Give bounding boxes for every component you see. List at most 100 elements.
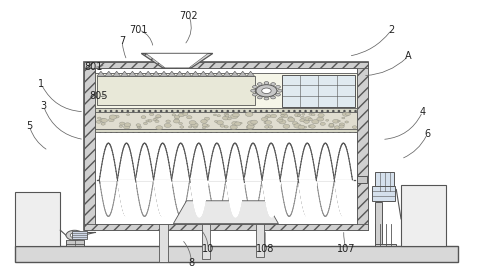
Circle shape [282,114,288,118]
Text: 3: 3 [41,101,47,111]
Circle shape [227,117,231,120]
Circle shape [213,114,217,116]
Circle shape [187,116,192,119]
Polygon shape [97,71,105,76]
Bar [84,62,368,230]
Circle shape [250,122,256,126]
Circle shape [294,124,301,128]
Circle shape [308,118,313,121]
Circle shape [239,122,242,124]
Circle shape [119,125,123,127]
Bar [375,202,382,246]
Circle shape [304,126,307,128]
Circle shape [271,83,275,85]
Circle shape [188,126,192,128]
Circle shape [302,113,305,115]
Circle shape [317,117,324,121]
Circle shape [174,119,180,123]
Bar [401,185,446,246]
Circle shape [180,126,184,128]
Polygon shape [215,71,223,76]
Circle shape [156,126,163,130]
Polygon shape [199,71,207,76]
Text: 1: 1 [38,79,44,89]
Bar [95,68,357,223]
Circle shape [66,230,83,240]
Circle shape [262,88,271,93]
Circle shape [339,125,344,128]
Circle shape [251,89,255,92]
Text: 107: 107 [337,244,356,254]
Circle shape [257,83,262,85]
Circle shape [98,117,101,119]
Circle shape [143,122,148,125]
Bar [65,240,84,246]
Circle shape [308,125,313,128]
Polygon shape [231,71,239,76]
Text: 5: 5 [26,121,33,131]
Circle shape [193,126,197,128]
Circle shape [137,126,141,129]
Circle shape [337,120,340,122]
Polygon shape [176,71,184,76]
Bar [84,223,368,230]
Circle shape [201,119,207,123]
Circle shape [224,126,228,128]
Circle shape [309,113,312,115]
Circle shape [276,93,281,96]
Text: 2: 2 [389,25,395,35]
Text: 108: 108 [256,244,274,254]
Circle shape [277,119,283,122]
Polygon shape [113,71,120,76]
Circle shape [109,115,117,119]
Polygon shape [247,71,255,76]
Circle shape [191,123,198,127]
Text: 801: 801 [85,62,103,72]
Circle shape [326,119,329,121]
Circle shape [266,115,271,118]
Circle shape [342,112,349,116]
Circle shape [120,122,125,125]
Circle shape [281,115,284,117]
Polygon shape [174,201,278,223]
Polygon shape [239,71,247,76]
Circle shape [268,126,272,128]
Text: 701: 701 [130,25,148,35]
Bar [256,223,264,258]
Circle shape [329,123,334,126]
Circle shape [124,123,131,127]
Text: 10: 10 [202,244,214,254]
Circle shape [217,121,224,124]
Bar [95,108,357,112]
Circle shape [166,120,171,123]
Bar [97,76,255,105]
Circle shape [279,120,286,124]
Circle shape [230,125,238,129]
Circle shape [179,122,183,124]
Circle shape [164,123,171,128]
Circle shape [183,113,188,116]
Circle shape [261,117,268,121]
Circle shape [271,114,276,118]
Circle shape [247,124,254,129]
Circle shape [127,114,130,116]
Circle shape [250,120,258,124]
Bar [15,246,458,262]
Polygon shape [136,71,144,76]
Circle shape [223,116,229,120]
Polygon shape [105,71,113,76]
Circle shape [265,121,272,124]
Circle shape [220,124,225,127]
Circle shape [305,117,311,121]
Circle shape [288,118,295,122]
Bar [95,112,357,129]
Text: 7: 7 [119,36,125,46]
Bar [375,172,394,191]
Circle shape [342,117,345,119]
Bar [357,176,367,183]
Circle shape [283,124,290,128]
Circle shape [264,121,269,124]
Circle shape [109,118,114,122]
Circle shape [217,115,220,117]
Circle shape [155,120,159,122]
